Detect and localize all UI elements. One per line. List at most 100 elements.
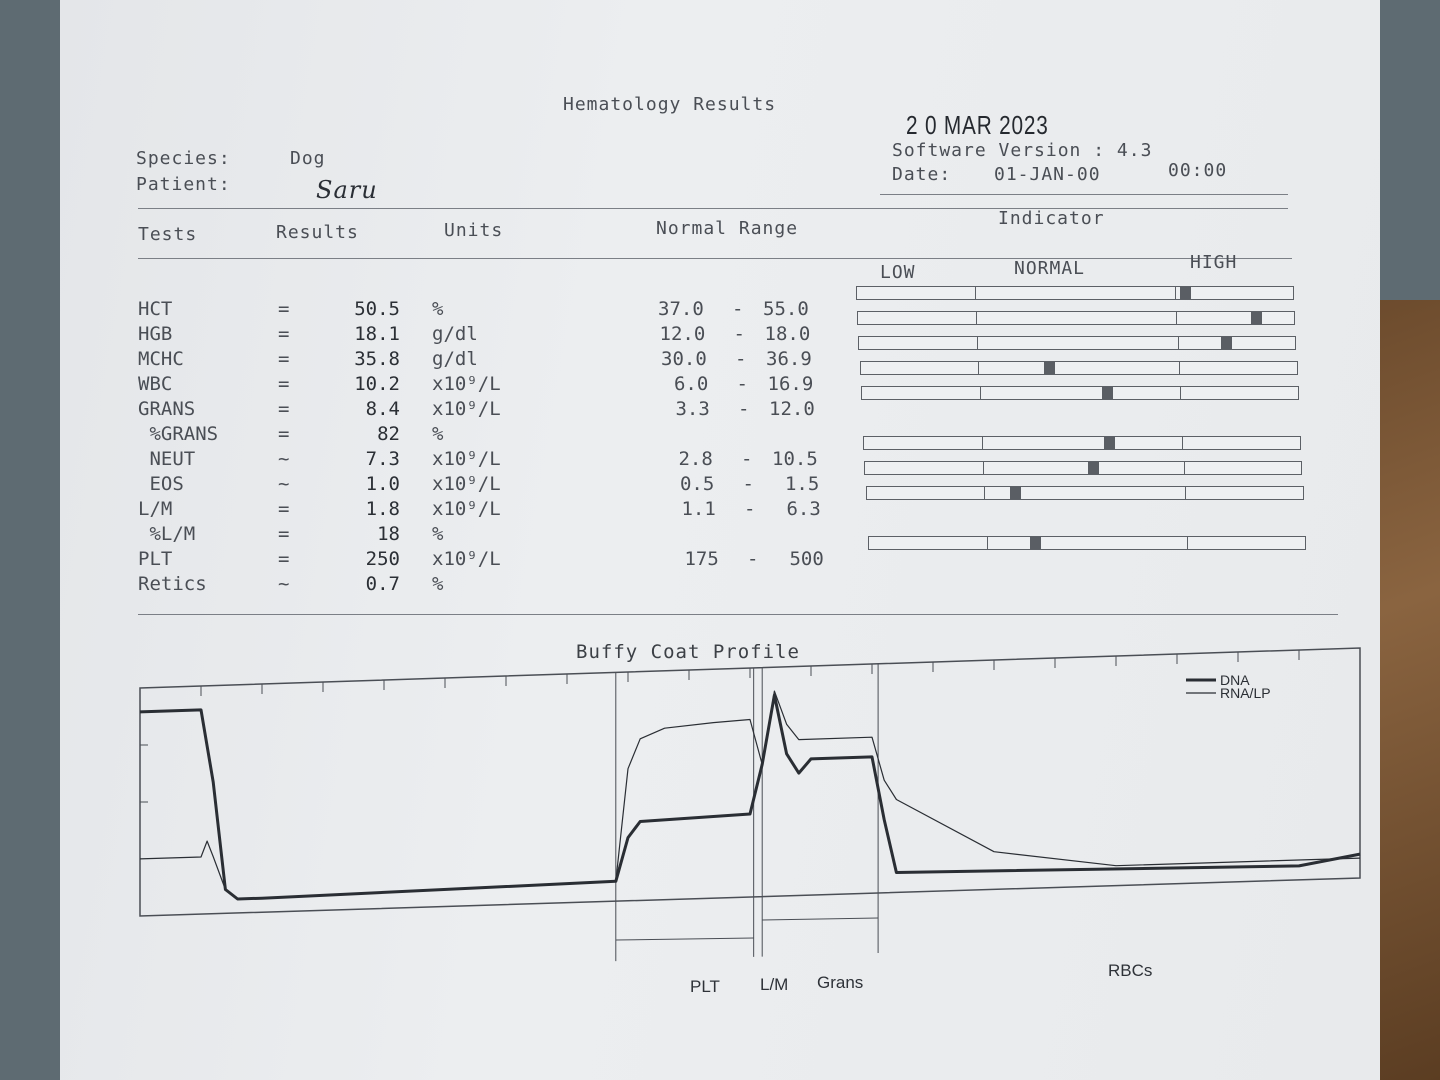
series-line-dna bbox=[139, 693, 1361, 901]
result-unit: x10⁹/L bbox=[432, 498, 501, 520]
date-stamp: 2 0 MAR 2023 bbox=[906, 110, 1049, 140]
result-row: GRANS = 8.4 x10⁹/L 3.3 -12.0 bbox=[138, 398, 1338, 422]
indicator-bar bbox=[856, 286, 1294, 300]
printout-sheet: Hematology Results 2 0 MAR 2023 Species:… bbox=[60, 0, 1380, 1080]
result-operator: = bbox=[278, 548, 290, 570]
test-name: HCT bbox=[138, 298, 173, 320]
indicator-segment-divider bbox=[984, 487, 986, 499]
region-label: Grans bbox=[817, 973, 863, 992]
patient-name-handwritten: Saru bbox=[316, 176, 378, 204]
test-name: EOS bbox=[138, 473, 184, 495]
result-unit: x10⁹/L bbox=[432, 548, 501, 570]
col-units: Units bbox=[444, 220, 504, 241]
indicator-segment-divider bbox=[1176, 312, 1178, 324]
header-divider bbox=[880, 194, 1288, 195]
region-bracket bbox=[615, 937, 754, 941]
indicator-segment-divider bbox=[1183, 462, 1185, 474]
indicator-marker bbox=[1101, 387, 1113, 399]
range-low: 175 bbox=[673, 548, 719, 570]
result-value: 1.0 bbox=[365, 473, 400, 495]
indicator-bar bbox=[863, 436, 1302, 450]
result-value: 18 bbox=[377, 523, 400, 545]
indicator-bar bbox=[860, 386, 1299, 400]
columns-bottom-divider bbox=[138, 258, 1292, 259]
test-name: %L/M bbox=[138, 523, 196, 545]
result-row: %L/M = 18% bbox=[138, 523, 1338, 547]
indicator-segment-divider bbox=[1184, 487, 1186, 499]
range-dash: - bbox=[733, 323, 745, 345]
result-unit: x10⁹/L bbox=[432, 473, 501, 495]
range-high: 10.5 bbox=[772, 448, 818, 470]
result-unit: x10⁹/L bbox=[432, 373, 501, 395]
result-value: 1.8 bbox=[365, 498, 400, 520]
range-high: 500 bbox=[778, 548, 824, 570]
result-unit: % bbox=[432, 298, 444, 320]
result-value: 10.2 bbox=[354, 373, 400, 395]
result-row: PLT = 250 x10⁹/L 175 - 500 bbox=[138, 548, 1338, 572]
indicator-high: HIGH bbox=[1190, 252, 1238, 273]
indicator-marker bbox=[1043, 362, 1055, 374]
result-row: NEUT ~7.3 x10⁹/L 2.8 -10.5 bbox=[138, 448, 1338, 472]
indicator-bar bbox=[858, 336, 1297, 350]
region-label: L/M bbox=[760, 975, 788, 994]
result-unit: g/dl bbox=[432, 323, 478, 345]
result-unit: x10⁹/L bbox=[432, 398, 501, 420]
indicator-marker bbox=[1087, 462, 1099, 474]
result-operator: = bbox=[278, 323, 290, 345]
table-end-divider bbox=[138, 614, 1338, 615]
result-value: 0.7 bbox=[365, 573, 400, 595]
chart-region-markers: PLT L/M Grans RBCs bbox=[615, 663, 1152, 996]
indicator-bar bbox=[857, 311, 1296, 325]
range-low: 37.0 bbox=[658, 298, 704, 320]
result-operator: = bbox=[278, 423, 290, 445]
result-row: %GRANS = 82% bbox=[138, 423, 1338, 447]
range-high: 18.0 bbox=[764, 323, 811, 345]
species-value: Dog bbox=[290, 148, 326, 169]
col-normal-range: Normal Range bbox=[656, 218, 799, 239]
range-low: 0.5 bbox=[668, 473, 715, 495]
range-dash: - bbox=[738, 398, 750, 420]
range-dash: - bbox=[736, 373, 748, 395]
columns-top-divider bbox=[138, 208, 1288, 209]
range-high: 6.3 bbox=[775, 498, 821, 520]
region-bracket bbox=[762, 917, 879, 921]
indicator-marker bbox=[1010, 487, 1022, 499]
time-value: 00:00 bbox=[1168, 160, 1228, 181]
result-row: HGB = 18.1 g/dl 12.0 -18.0 bbox=[138, 323, 1338, 347]
result-row: L/M = 1.8 x10⁹/L 1.1 - 6.3 bbox=[138, 498, 1338, 522]
range-high: 12.0 bbox=[769, 398, 815, 420]
result-value: 35.8 bbox=[354, 348, 400, 370]
date-label: Date: bbox=[892, 164, 952, 185]
software-version: Software Version : 4.3 bbox=[892, 140, 1153, 161]
test-name: PLT bbox=[138, 548, 173, 570]
range-dash: - bbox=[735, 348, 747, 370]
legend-label: RNA/LP bbox=[1220, 685, 1271, 701]
range-dash: - bbox=[741, 448, 753, 470]
range-high: 16.9 bbox=[767, 373, 814, 395]
range-low: 1.1 bbox=[670, 498, 716, 520]
result-value: 82 bbox=[377, 423, 400, 445]
result-row: Retics ~0.7% bbox=[138, 573, 1338, 597]
indicator-segment-divider bbox=[983, 462, 985, 474]
region-label: RBCs bbox=[1108, 961, 1152, 980]
result-value: 50.5 bbox=[354, 298, 400, 320]
series-line-rnalp bbox=[139, 690, 1361, 900]
result-unit: % bbox=[432, 573, 444, 595]
range-high: 36.9 bbox=[766, 348, 812, 370]
result-row: WBC = 10.2 x10⁹/L 6.0 -16.9 bbox=[138, 373, 1338, 397]
indicator-segment-divider bbox=[975, 312, 977, 324]
result-row: MCHC = 35.8 g/dl 30.0 -36.9 bbox=[138, 348, 1338, 372]
chart-title: Buffy Coat Profile bbox=[576, 641, 800, 663]
result-unit: g/dl bbox=[432, 348, 478, 370]
result-unit: x10⁹/L bbox=[432, 448, 501, 470]
result-operator: = bbox=[278, 298, 290, 320]
result-operator: = bbox=[278, 523, 290, 545]
range-dash: - bbox=[747, 548, 759, 570]
indicator-bar bbox=[859, 361, 1298, 375]
result-operator: ~ bbox=[278, 573, 290, 595]
test-name: %GRANS bbox=[138, 423, 219, 445]
result-operator: ~ bbox=[278, 448, 290, 470]
indicator-segment-divider bbox=[981, 437, 983, 449]
result-operator: = bbox=[278, 498, 290, 520]
result-value: 8.4 bbox=[365, 398, 400, 420]
